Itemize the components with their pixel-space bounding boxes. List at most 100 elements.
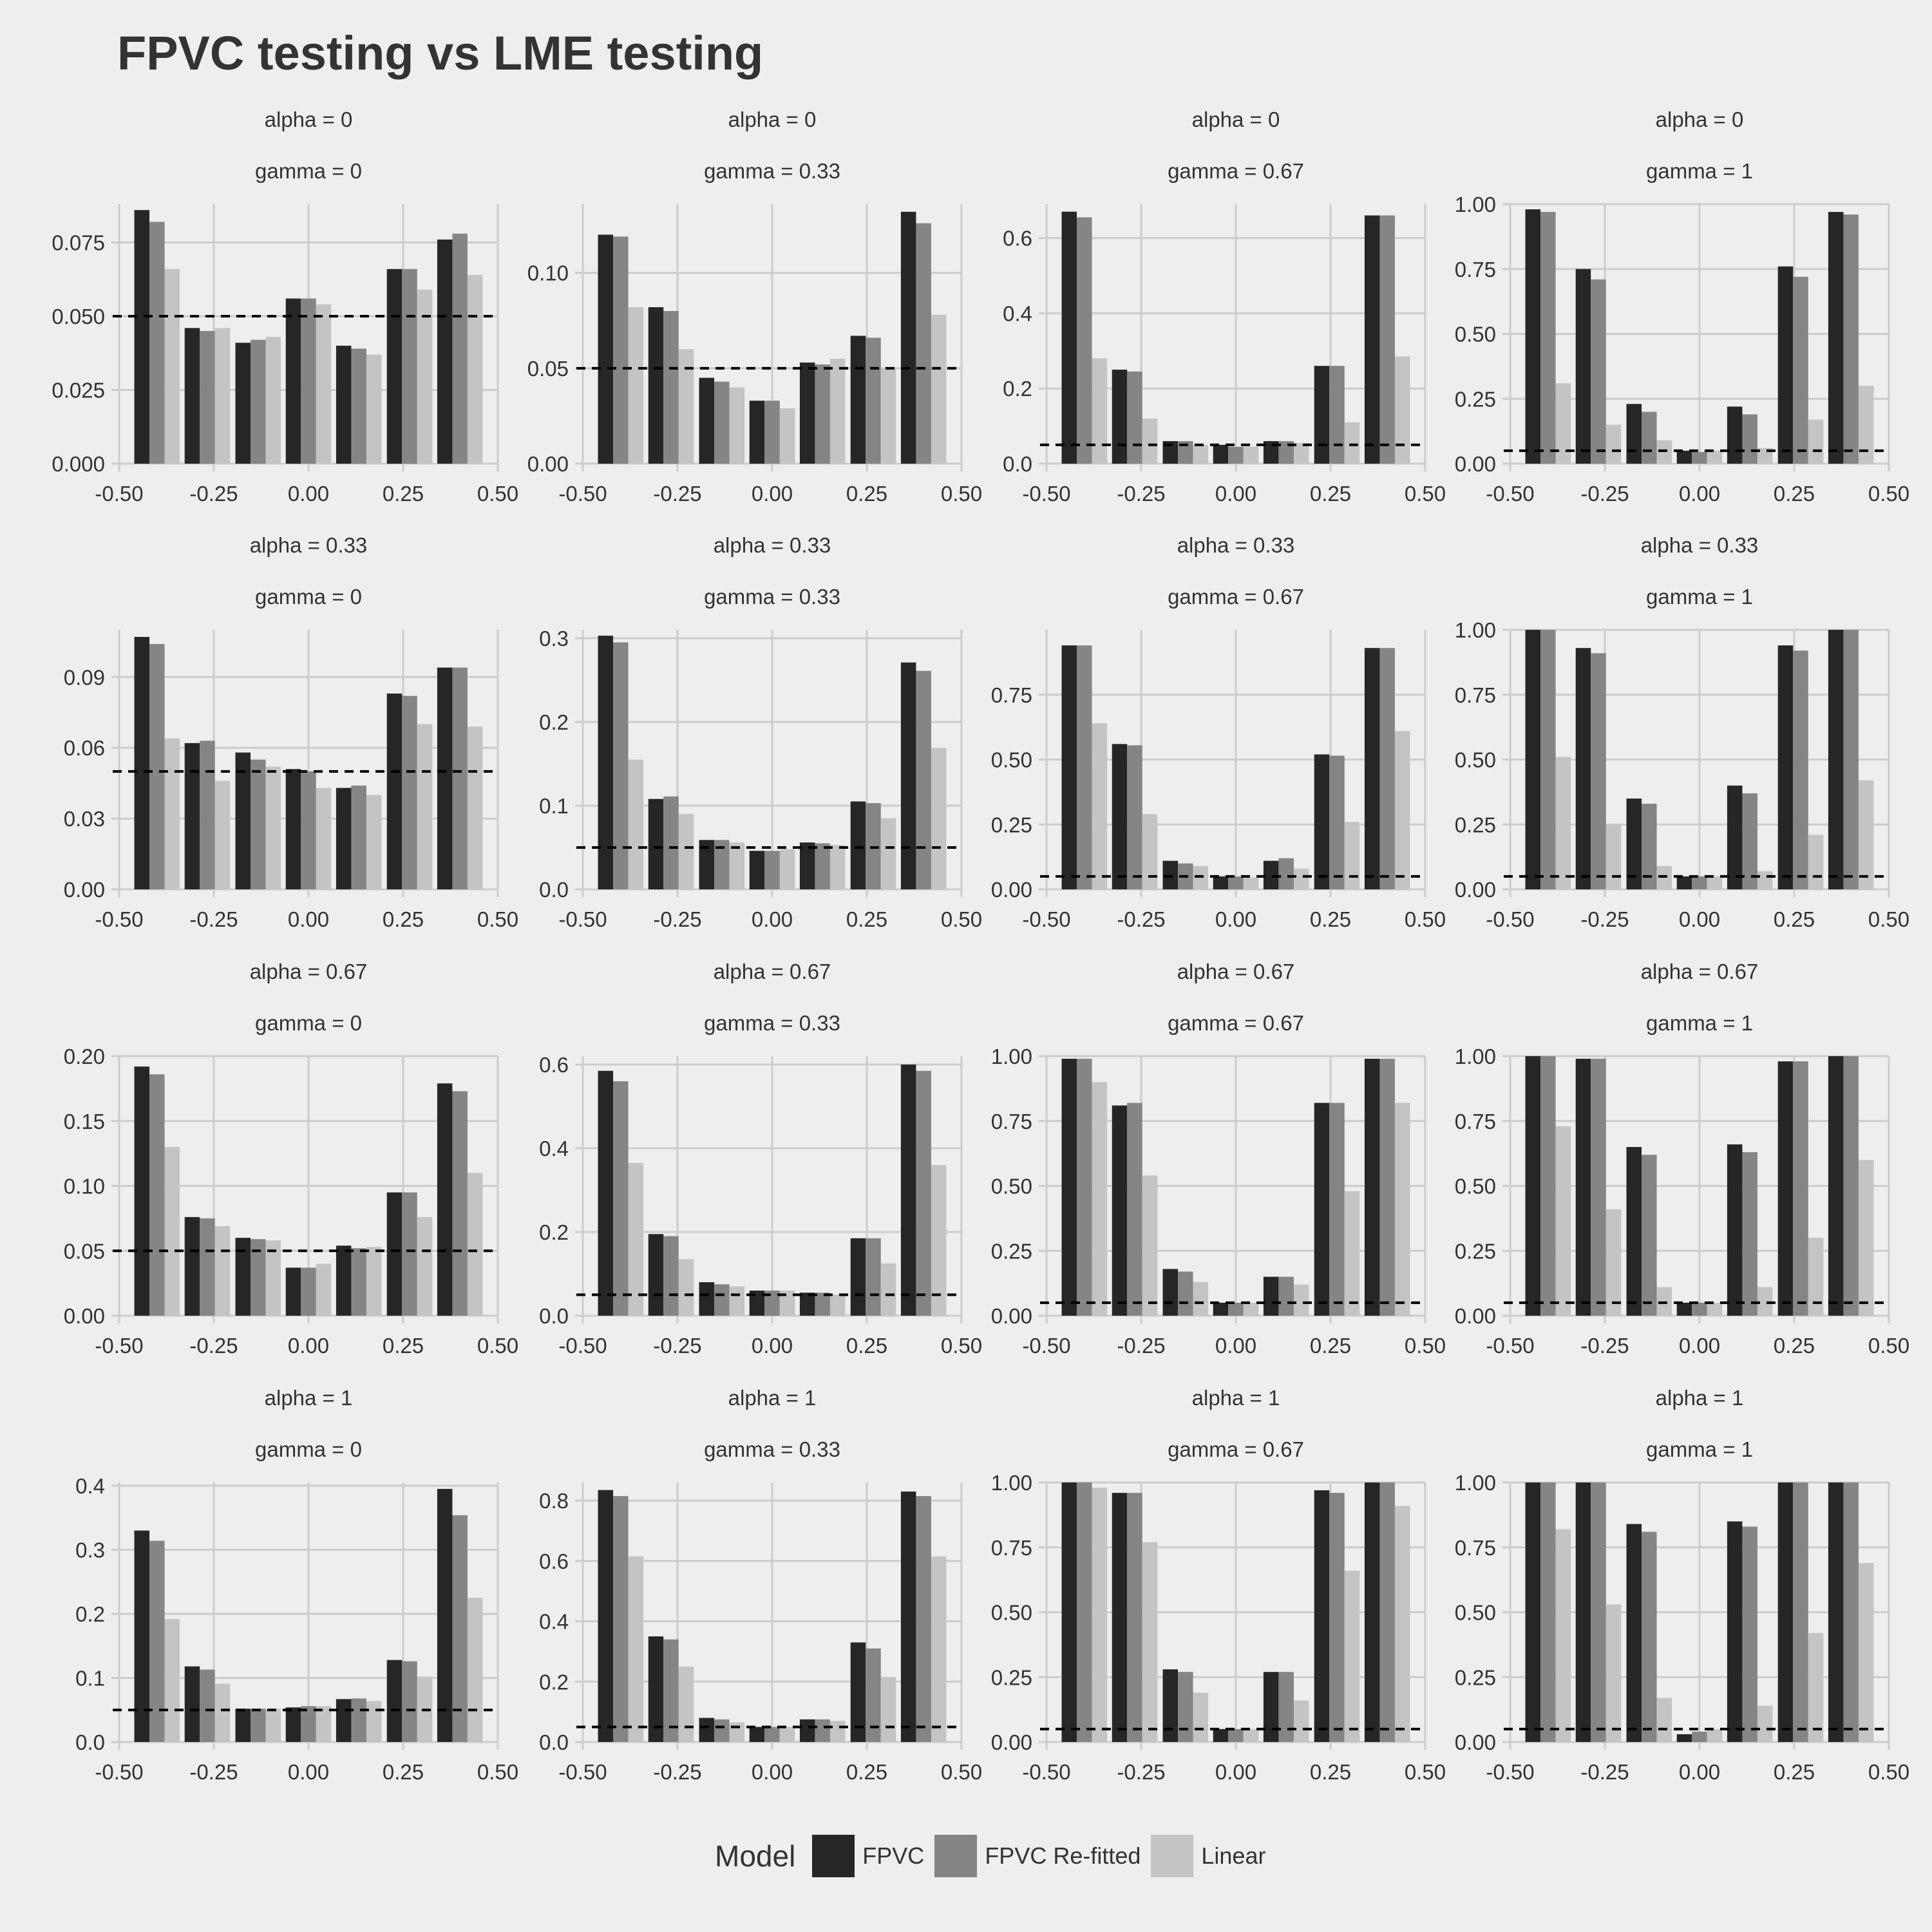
bar-linear: [467, 1598, 483, 1742]
bar-fpvc-re-fitted: [1228, 876, 1244, 889]
panel-4-4: alpha = 1 gamma = 1 0.00 0.25 0.50 0.75 1.00 -0…: [1455, 1386, 1909, 1784]
strip-label-alpha: alpha = 0: [1656, 108, 1744, 131]
bar-fpvc-re-fitted: [200, 741, 215, 889]
bar-fpvc: [699, 1282, 715, 1316]
bar-linear: [829, 1721, 846, 1742]
bar-linear: [880, 368, 896, 464]
bar-fpvc-re-fitted: [1843, 630, 1859, 889]
x-tick-label: 0.25: [1310, 907, 1351, 931]
x-tick-label: 0.25: [1310, 482, 1351, 506]
strip-label-gamma: gamma = 0.33: [704, 1011, 840, 1035]
bar-fpvc-re-fitted: [1793, 650, 1808, 889]
bar-fpvc: [1575, 1482, 1591, 1742]
bar-fpvc: [1828, 212, 1844, 464]
y-tick-label: 0.075: [52, 231, 105, 255]
bar-fpvc-re-fitted: [613, 1081, 629, 1316]
x-tick-label: 0.50: [477, 907, 518, 931]
x-tick-label: 0.50: [1405, 1334, 1446, 1358]
bar-fpvc-re-fitted: [1077, 1059, 1092, 1316]
bar-fpvc: [648, 1636, 664, 1742]
strip-label-gamma: gamma = 1: [1646, 1437, 1753, 1461]
bar-fpvc: [598, 234, 614, 464]
bar-linear: [265, 1240, 281, 1316]
bar-fpvc-re-fitted: [402, 1192, 417, 1316]
bar-fpvc-re-fitted: [1329, 366, 1345, 464]
bar-fpvc: [1575, 269, 1591, 464]
y-tick-label: 0.1: [75, 1666, 105, 1690]
bar-fpvc-re-fitted: [1692, 451, 1707, 464]
bar-linear: [1092, 358, 1108, 464]
x-tick-label: -0.25: [653, 1334, 701, 1358]
x-tick-label: -0.50: [1022, 907, 1070, 931]
bar-fpvc: [850, 1238, 866, 1316]
bar-linear: [1394, 1506, 1410, 1742]
bar-fpvc-re-fitted: [1379, 1482, 1395, 1742]
bar-linear: [829, 845, 846, 889]
bar-linear: [678, 349, 694, 464]
x-tick-label: -0.50: [95, 1760, 143, 1784]
bar-fpvc: [1314, 1103, 1330, 1316]
bar-fpvc-re-fitted: [149, 1074, 165, 1316]
bar-fpvc: [1575, 1059, 1591, 1316]
y-tick-label: 0.3: [539, 627, 569, 650]
bar-fpvc-re-fitted: [866, 1238, 881, 1316]
bar-linear: [316, 1264, 332, 1316]
panel-3-2: alpha = 0.67 gamma = 0.33 0.0 0.2 0.4 0.6 -0.5…: [539, 960, 982, 1358]
bar-fpvc: [437, 239, 453, 464]
x-tick-label: 0.50: [1405, 907, 1446, 931]
x-tick-label: 0.00: [288, 907, 329, 931]
y-tick-label: 0.06: [64, 736, 105, 760]
bar-fpvc: [184, 1217, 200, 1316]
bar-fpvc-re-fitted: [1540, 1482, 1556, 1742]
bar-fpvc: [184, 328, 200, 464]
bar-fpvc-re-fitted: [1077, 645, 1092, 889]
strip-label-alpha: alpha = 1: [1656, 1386, 1744, 1410]
bar-fpvc: [235, 1709, 251, 1742]
bar-fpvc: [1727, 1144, 1743, 1316]
bar-fpvc: [1162, 440, 1179, 464]
x-tick-label: 0.50: [1868, 1760, 1909, 1784]
x-tick-label: -0.25: [1580, 907, 1629, 931]
bar-linear: [1142, 418, 1158, 464]
y-tick-label: 0.15: [64, 1110, 105, 1133]
bar-linear: [1555, 383, 1571, 464]
strip-label-alpha: alpha = 0.67: [1177, 960, 1295, 983]
bar-fpvc: [285, 1707, 301, 1742]
legend-item-fpvc: FPVC: [812, 1835, 924, 1877]
bar-linear: [1092, 1082, 1108, 1316]
bar-fpvc-re-fitted: [149, 1540, 165, 1742]
bar-linear: [1092, 723, 1108, 889]
x-tick-label: 0.00: [1215, 1334, 1256, 1358]
bar-fpvc: [799, 1719, 815, 1742]
x-tick-label: -0.25: [1580, 482, 1629, 506]
x-tick-label: 0.25: [1774, 1760, 1815, 1784]
bar-linear: [1293, 868, 1309, 889]
y-tick-label: 0.25: [1455, 813, 1496, 837]
y-tick-label: 0.00: [527, 452, 569, 476]
bar-linear: [214, 1683, 231, 1742]
bar-fpvc-re-fitted: [402, 696, 417, 889]
bar-fpvc: [1525, 630, 1541, 889]
panel-2-2: alpha = 0.33 gamma = 0.33 0.0 0.1 0.2 0.3 -0.5…: [539, 533, 982, 931]
bar-linear: [1605, 824, 1622, 889]
y-tick-label: 0.4: [75, 1474, 105, 1498]
bar-fpvc-re-fitted: [1127, 371, 1142, 464]
bar-linear: [1394, 356, 1410, 464]
bar-fpvc: [1213, 876, 1229, 889]
bar-linear: [214, 781, 231, 889]
strip-label-alpha: alpha = 0.67: [714, 960, 831, 983]
legend-swatch-fpvc-refitted: [934, 1835, 978, 1877]
y-tick-label: 0.50: [991, 1601, 1032, 1625]
bar-linear: [1394, 731, 1410, 889]
y-tick-label: 0.09: [64, 665, 105, 689]
strip-label-alpha: alpha = 0.33: [250, 533, 368, 557]
bar-linear: [1293, 1284, 1309, 1316]
bar-fpvc: [1061, 1482, 1077, 1742]
bar-fpvc: [134, 636, 150, 889]
bar-linear: [1757, 871, 1773, 889]
x-tick-label: -0.25: [189, 1334, 238, 1358]
y-tick-label: 0.25: [991, 1665, 1032, 1689]
bar-fpvc: [437, 1488, 453, 1742]
bar-linear: [880, 818, 896, 889]
